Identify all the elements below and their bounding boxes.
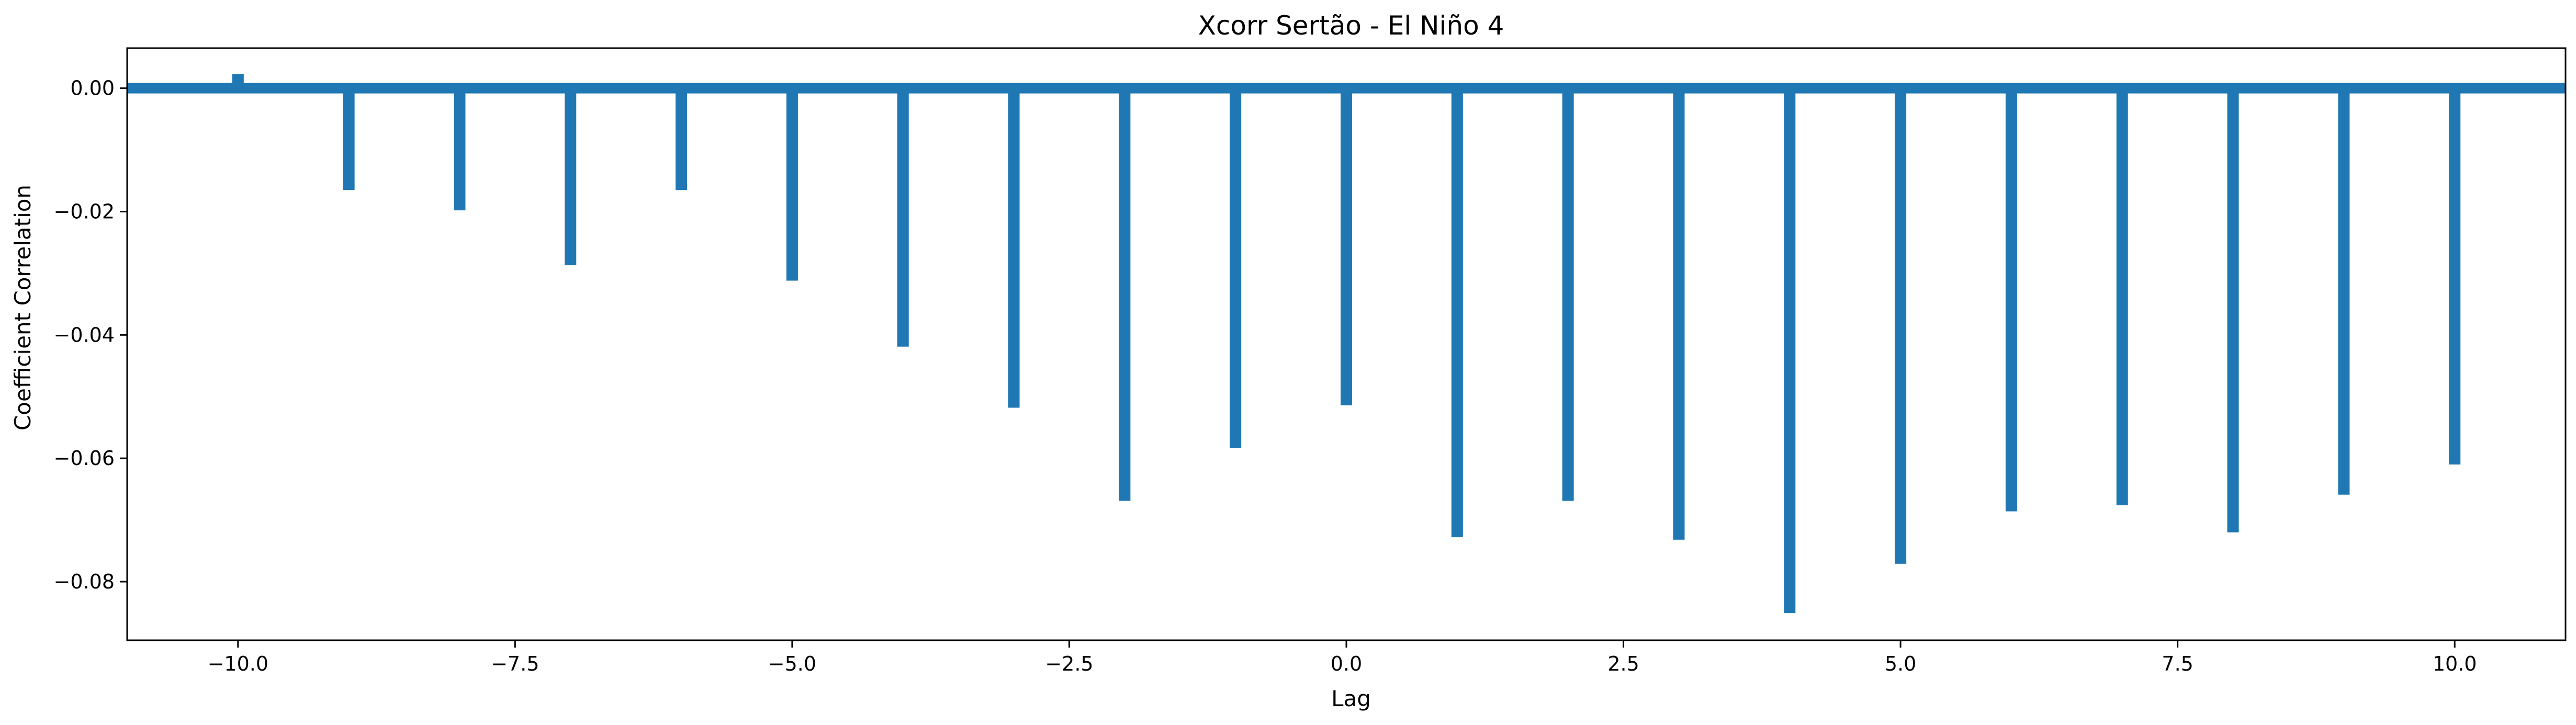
bar-lag--8 [454, 88, 466, 211]
bar-lag--3 [1008, 88, 1020, 408]
bar-lag--2 [1119, 88, 1131, 501]
bar-lag-10 [2449, 88, 2461, 465]
bar-lag-3 [1673, 88, 1685, 540]
y-axis-label: Coefficient Correlation [10, 185, 36, 431]
x-axis: −10.0 −7.5 −5.0 −2.5 0.0 2.5 5.0 7.5 10.0 [208, 640, 2477, 675]
y-tick-label: −0.06 [54, 447, 115, 470]
chart-title: Xcorr Sertão - El Niño 4 [1198, 10, 1504, 41]
bar-lag-6 [2005, 88, 2017, 512]
y-tick-label: 0.00 [70, 77, 115, 100]
bar-lag-0 [1341, 88, 1352, 405]
x-tick-label: −5.0 [768, 652, 816, 675]
bar-lag--4 [897, 88, 909, 347]
bar-lag-8 [2227, 88, 2239, 533]
y-tick-label: −0.08 [54, 570, 115, 593]
x-tick-label: 5.0 [1885, 652, 1916, 675]
bar-lag-1 [1451, 88, 1463, 538]
x-tick-label: 10.0 [2433, 652, 2477, 675]
bar-lag-5 [1895, 88, 1907, 564]
y-tick-label: −0.02 [54, 200, 115, 223]
bar-lag--1 [1230, 88, 1242, 448]
x-tick-label: 7.5 [2162, 652, 2193, 675]
bar-lag--5 [786, 88, 798, 281]
bar-lag--7 [565, 88, 577, 266]
bars-layer [232, 74, 2461, 614]
x-axis-label: Lag [1331, 686, 1371, 711]
x-tick-label: −2.5 [1045, 652, 1093, 675]
x-tick-label: −10.0 [208, 652, 268, 675]
bar-lag-7 [2116, 88, 2128, 505]
x-tick-label: 2.5 [1607, 652, 1639, 675]
bar-lag-4 [1784, 88, 1796, 614]
x-tick-label: −7.5 [491, 652, 539, 675]
bar-lag--6 [676, 88, 688, 190]
bar-lag-9 [2338, 88, 2350, 495]
y-tick-label: −0.04 [54, 323, 115, 346]
bar-lag-2 [1562, 88, 1574, 501]
y-axis: 0.00 −0.02 −0.04 −0.06 −0.08 [54, 77, 127, 593]
x-tick-label: 0.0 [1331, 652, 1362, 675]
bar-lag--9 [343, 88, 355, 190]
